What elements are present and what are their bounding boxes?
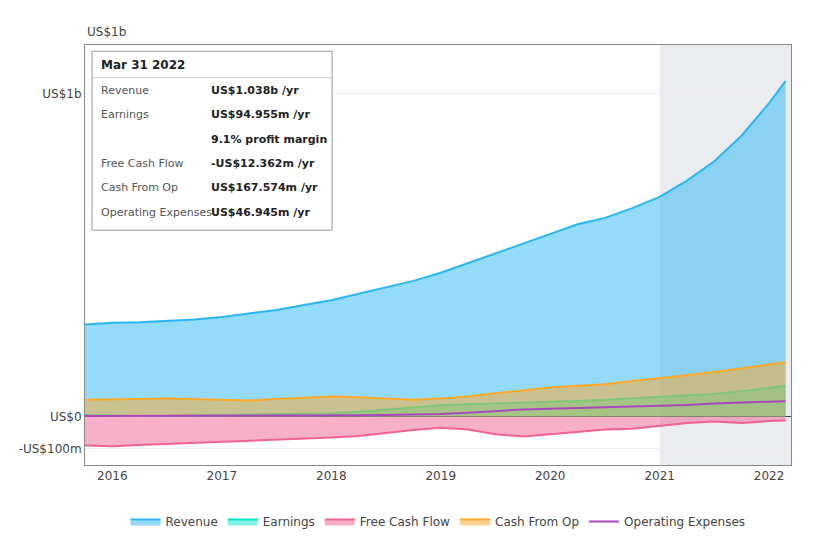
svg-text:-US$12.362m /yr: -US$12.362m /yr xyxy=(211,157,315,170)
svg-text:Free Cash Flow: Free Cash Flow xyxy=(360,515,450,529)
svg-text:US$1b: US$1b xyxy=(87,25,126,39)
svg-text:2021: 2021 xyxy=(644,469,675,483)
svg-text:Revenue: Revenue xyxy=(101,84,149,97)
svg-text:US$167.574m /yr: US$167.574m /yr xyxy=(211,181,318,194)
svg-text:US$46.945m /yr: US$46.945m /yr xyxy=(211,206,310,219)
svg-text:2019: 2019 xyxy=(425,469,456,483)
svg-text:Mar 31 2022: Mar 31 2022 xyxy=(101,58,185,72)
svg-text:Earnings: Earnings xyxy=(101,108,149,121)
svg-text:9.1% profit margin: 9.1% profit margin xyxy=(211,133,327,146)
svg-text:Operating Expenses: Operating Expenses xyxy=(101,206,212,219)
svg-text:2016: 2016 xyxy=(97,469,128,483)
svg-text:US$1b: US$1b xyxy=(42,87,81,101)
svg-text:2018: 2018 xyxy=(316,469,347,483)
svg-text:2017: 2017 xyxy=(207,469,238,483)
svg-text:US$94.955m /yr: US$94.955m /yr xyxy=(211,108,310,121)
svg-text:2022: 2022 xyxy=(754,469,785,483)
svg-text:Revenue: Revenue xyxy=(166,515,218,529)
svg-text:-US$100m: -US$100m xyxy=(19,442,82,456)
svg-text:2020: 2020 xyxy=(535,469,566,483)
svg-text:Earnings: Earnings xyxy=(263,515,315,529)
svg-text:Cash From Op: Cash From Op xyxy=(101,181,178,194)
svg-text:Free Cash Flow: Free Cash Flow xyxy=(101,157,184,170)
svg-text:Cash From Op: Cash From Op xyxy=(495,515,579,529)
svg-text:US$1.038b /yr: US$1.038b /yr xyxy=(211,84,299,97)
svg-text:US$0: US$0 xyxy=(50,410,82,424)
svg-text:Operating Expenses: Operating Expenses xyxy=(624,515,745,529)
